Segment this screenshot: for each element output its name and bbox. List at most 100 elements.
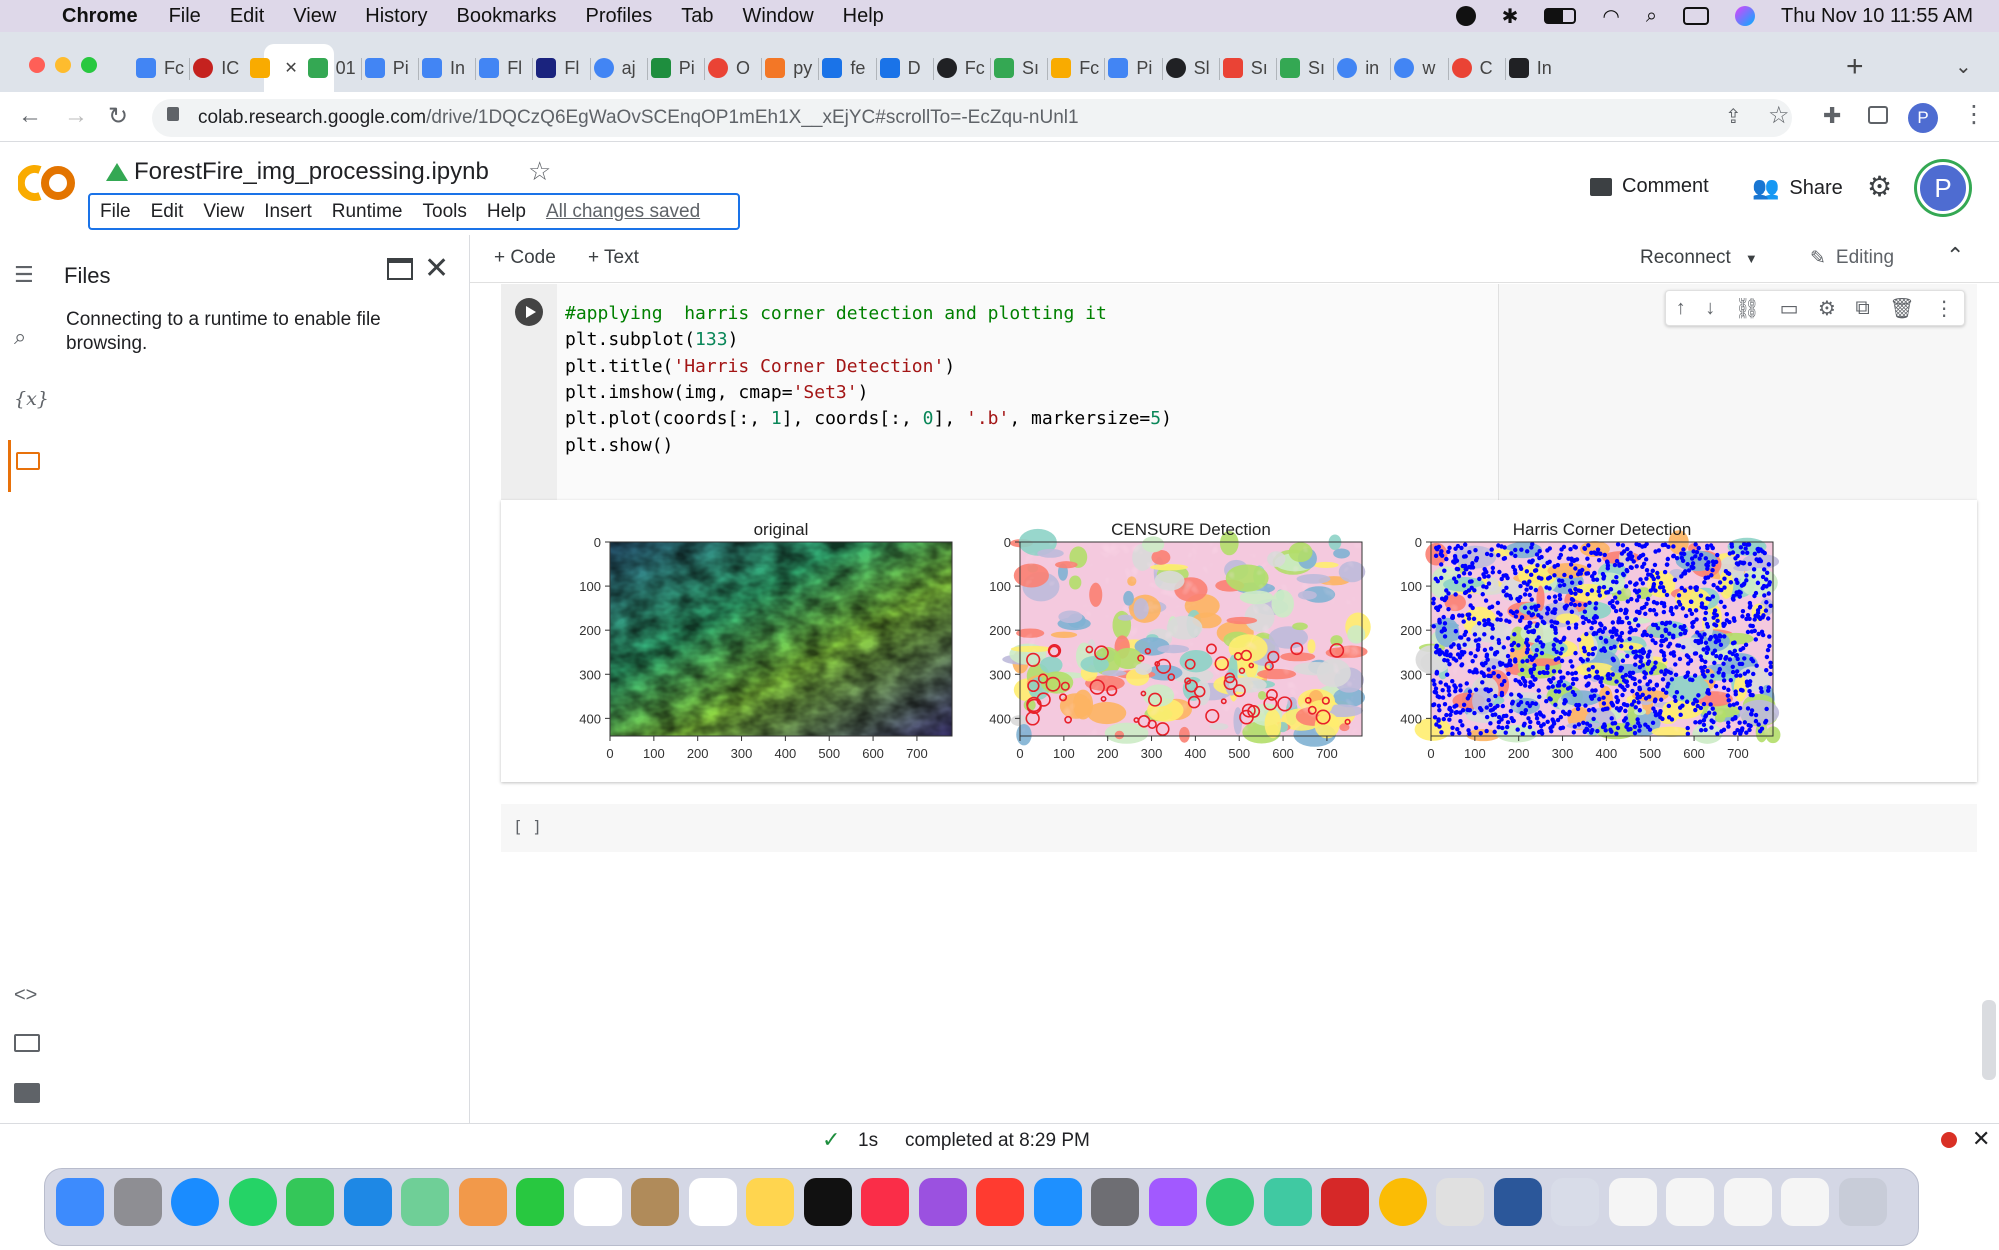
messages-icon[interactable] (286, 1178, 334, 1226)
tab-20[interactable]: Sı (1222, 48, 1274, 88)
tab-18[interactable]: Pi (1108, 48, 1159, 88)
appletv-icon[interactable] (803, 1178, 852, 1226)
finder-icon[interactable] (56, 1178, 104, 1226)
delete-cell-icon[interactable]: 🗑 (1889, 297, 1915, 320)
siri-icon[interactable] (1735, 6, 1756, 26)
facetime-icon[interactable] (516, 1178, 564, 1226)
tab-4[interactable]: 01 (307, 48, 359, 88)
variables-icon[interactable]: {x} (14, 388, 49, 410)
reload-icon[interactable]: ↻ (108, 103, 129, 130)
toc-icon[interactable]: ☰ (14, 262, 34, 287)
colab-menu-tools[interactable]: Tools (422, 200, 467, 222)
notebook-title[interactable]: ForestFire_img_processing.ipynb (134, 158, 489, 185)
move-down-icon[interactable]: ↓ (1705, 296, 1716, 319)
window-thumb-icon[interactable] (1723, 1178, 1772, 1226)
add-code-button[interactable]: + Code (494, 247, 556, 268)
activity-icon[interactable] (1206, 1178, 1254, 1226)
bluetooth-icon[interactable]: ✱ (1501, 5, 1519, 28)
close-status-icon[interactable]: ✕ (1972, 1126, 1991, 1151)
recording-indicator-icon[interactable] (1941, 1132, 1957, 1148)
terminal-icon[interactable] (14, 1083, 40, 1103)
menu-window[interactable]: Window (742, 4, 814, 27)
tab-13[interactable]: fe (822, 48, 873, 88)
colab-menu-file[interactable]: File (100, 200, 131, 222)
contacts-icon[interactable] (631, 1178, 679, 1226)
podcasts-icon[interactable] (918, 1178, 967, 1226)
tab-12[interactable]: py (765, 48, 816, 88)
mirror-cell-icon[interactable]: ⧉ (1855, 296, 1870, 319)
cell-settings-icon[interactable]: ⚙ (1818, 297, 1836, 320)
menu-file[interactable]: File (168, 4, 201, 27)
tab-8[interactable]: Fl (536, 48, 587, 88)
appstore-icon[interactable] (1033, 1178, 1082, 1226)
colab-menu-edit[interactable]: Edit (150, 200, 184, 222)
tab-19[interactable]: Sl (1165, 48, 1217, 88)
menu-view[interactable]: View (293, 4, 337, 27)
tab-16[interactable]: Sı (994, 48, 1045, 88)
reminders-icon[interactable] (688, 1178, 737, 1226)
window-thumb-icon[interactable] (1781, 1178, 1829, 1226)
feedback-icon[interactable] (1148, 1178, 1197, 1226)
chrome-icon[interactable] (1378, 1178, 1427, 1226)
run-cell-button[interactable] (515, 298, 543, 326)
notes-icon[interactable] (746, 1178, 794, 1226)
clock-text[interactable]: Thu Nov 10 11:55 AM (1781, 4, 1973, 27)
star-icon[interactable]: ☆ (528, 156, 552, 186)
tab-10[interactable]: Pi (650, 48, 702, 88)
address-bar[interactable]: colab.research.google.com/drive/1DQCzQ6E… (152, 99, 1792, 137)
close-tab-icon[interactable]: ✕ (284, 60, 298, 77)
safari-icon[interactable] (171, 1178, 219, 1226)
minimize-window-icon[interactable] (55, 57, 71, 73)
account-avatar[interactable]: P (1917, 162, 1969, 214)
menu-help[interactable]: Help (842, 4, 884, 27)
acrobat-icon[interactable] (1321, 1178, 1369, 1226)
empty-code-cell[interactable] (501, 804, 1977, 852)
share-button[interactable]: 👥 Share (1752, 175, 1843, 201)
comment-button[interactable]: Comment (1590, 175, 1709, 198)
tab-1[interactable]: Fc (136, 48, 187, 88)
colab-menu-runtime[interactable]: Runtime (331, 200, 403, 222)
lock-icon[interactable] (167, 107, 179, 121)
word-icon[interactable] (1493, 1178, 1542, 1226)
window-thumb-icon[interactable] (1666, 1178, 1714, 1226)
downloads-folder-icon[interactable] (1551, 1178, 1599, 1226)
menu-edit[interactable]: Edit (229, 4, 265, 27)
share-page-icon[interactable]: ⇪ (1725, 106, 1742, 128)
zoom-window-icon[interactable] (81, 57, 97, 73)
menu-app-name[interactable]: Chrome (62, 4, 138, 27)
tab-7[interactable]: Fl (479, 48, 530, 88)
cell-more-icon[interactable]: ⋮ (1934, 297, 1955, 320)
colab-menu-view[interactable]: View (203, 200, 245, 222)
code-snippets-icon[interactable]: <> (14, 984, 38, 1006)
preview-icon[interactable] (1436, 1178, 1484, 1226)
forward-icon[interactable]: → (64, 102, 88, 129)
control-center-icon[interactable] (1683, 7, 1710, 25)
search-icon[interactable]: ⌕ (14, 324, 27, 349)
browser-profile-avatar[interactable]: P (1908, 103, 1938, 133)
reconnect-button[interactable]: Reconnect ▼ (1640, 247, 1758, 269)
colab-menu-insert[interactable]: Insert (264, 200, 312, 222)
battery-icon[interactable] (1544, 8, 1577, 24)
mail-icon[interactable] (343, 1178, 392, 1226)
news-icon[interactable] (976, 1178, 1024, 1226)
tab-22[interactable]: in (1337, 48, 1388, 88)
scrollbar-thumb[interactable] (1982, 1000, 1996, 1080)
colab-menu-help[interactable]: Help (486, 200, 526, 222)
close-window-icon[interactable] (29, 57, 45, 73)
tab-11[interactable]: O (708, 48, 759, 88)
menu-history[interactable]: History (365, 4, 428, 27)
tab-search-icon[interactable]: ⌄ (1955, 56, 1972, 78)
tab-21[interactable]: Sı (1280, 48, 1331, 88)
editing-mode-button[interactable]: ✎ Editing (1810, 247, 1894, 270)
open-in-tab-icon[interactable] (387, 258, 413, 280)
drive-icon[interactable] (106, 163, 128, 181)
atom-icon[interactable] (1263, 1178, 1312, 1226)
menu-profiles[interactable]: Profiles (585, 4, 653, 27)
link-icon[interactable]: ⛓ (1734, 297, 1761, 320)
collapse-header-icon[interactable]: ⌃ (1946, 243, 1965, 268)
move-up-icon[interactable]: ↑ (1675, 296, 1686, 319)
photos-icon[interactable] (458, 1178, 507, 1226)
close-panel-icon[interactable]: ✕ (424, 252, 450, 285)
back-icon[interactable]: ← (18, 102, 42, 129)
tab-25[interactable]: In (1508, 48, 1560, 88)
